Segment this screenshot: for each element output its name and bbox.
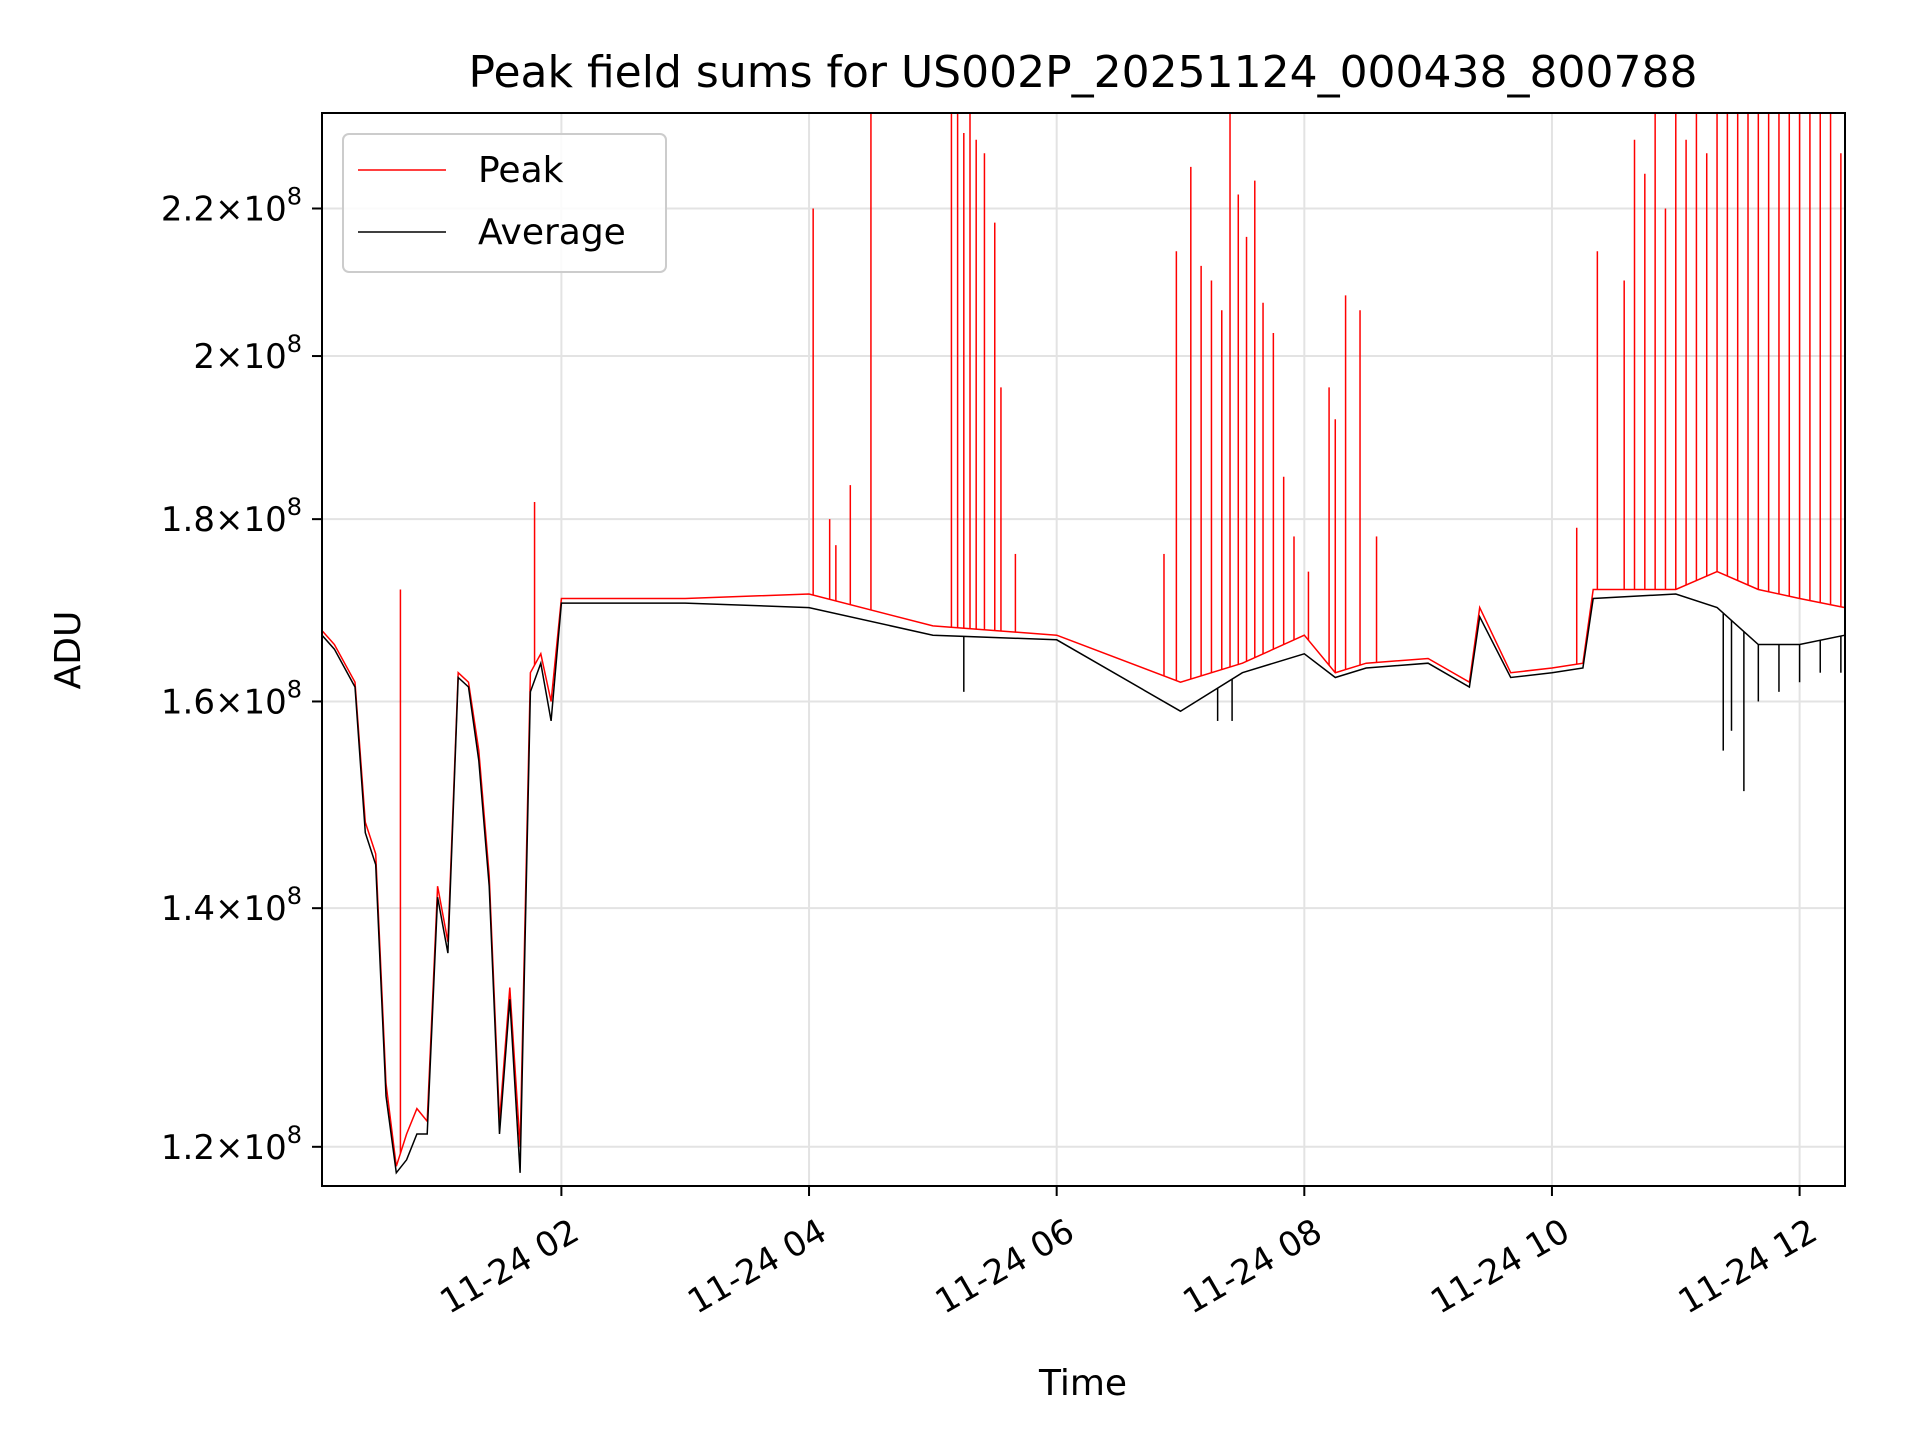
plot-area [321, 113, 1846, 1175]
y-tick-base: 10 [243, 500, 286, 540]
y-tick-label: 2.2×108 [161, 183, 302, 230]
y-tick-label: 1.6×108 [161, 675, 302, 722]
y-tick-mantissa: 1.6 [161, 682, 215, 722]
y-tick-mantissa: 1.4 [161, 889, 215, 929]
y-tick-times: × [215, 337, 244, 377]
plot-frame [321, 112, 1846, 1187]
y-tick-mantissa: 2.2 [161, 190, 215, 230]
series-line-peak [321, 570, 1846, 1167]
y-tick-exponent: 8 [287, 882, 302, 910]
y-tick-mantissa: 1.8 [161, 500, 215, 540]
y-tick-exponent: 8 [287, 1121, 302, 1149]
y-tick-mantissa: 1.2 [161, 1128, 215, 1168]
y-tick-exponent: 8 [287, 675, 302, 703]
y-tick-label: 1.4×108 [161, 882, 302, 929]
y-tick-exponent: 8 [287, 183, 302, 211]
y-tick-exponent: 8 [287, 493, 302, 521]
y-tick-base: 10 [243, 889, 286, 929]
y-tick-times: × [215, 190, 244, 230]
chart-title: Peak field sums for US002P_20251124_0004… [469, 47, 1698, 98]
y-tick-times: × [215, 500, 244, 540]
y-tick-base: 10 [243, 1128, 286, 1168]
legend-label-average: Average [478, 212, 626, 253]
legend: Peak Average [342, 133, 667, 273]
legend-box [342, 133, 667, 273]
y-tick-label: 1.2×108 [161, 1121, 302, 1168]
y-tick-times: × [215, 1128, 244, 1168]
y-tick-base: 10 [243, 682, 286, 722]
y-tick-times: × [215, 682, 244, 722]
x-axis-label: Time [1038, 1363, 1127, 1404]
legend-label-peak: Peak [478, 150, 564, 191]
y-tick-exponent: 8 [287, 330, 302, 358]
y-tick-base: 10 [243, 190, 286, 230]
y-tick-label: 1.8×108 [161, 493, 302, 540]
y-tick-mantissa: 2 [193, 337, 215, 377]
y-tick-times: × [215, 889, 244, 929]
y-tick-base: 10 [243, 337, 286, 377]
series-line-average [321, 593, 1846, 1175]
y-tick-label: 2×108 [193, 330, 302, 377]
y-axis-label: ADU [48, 611, 89, 690]
